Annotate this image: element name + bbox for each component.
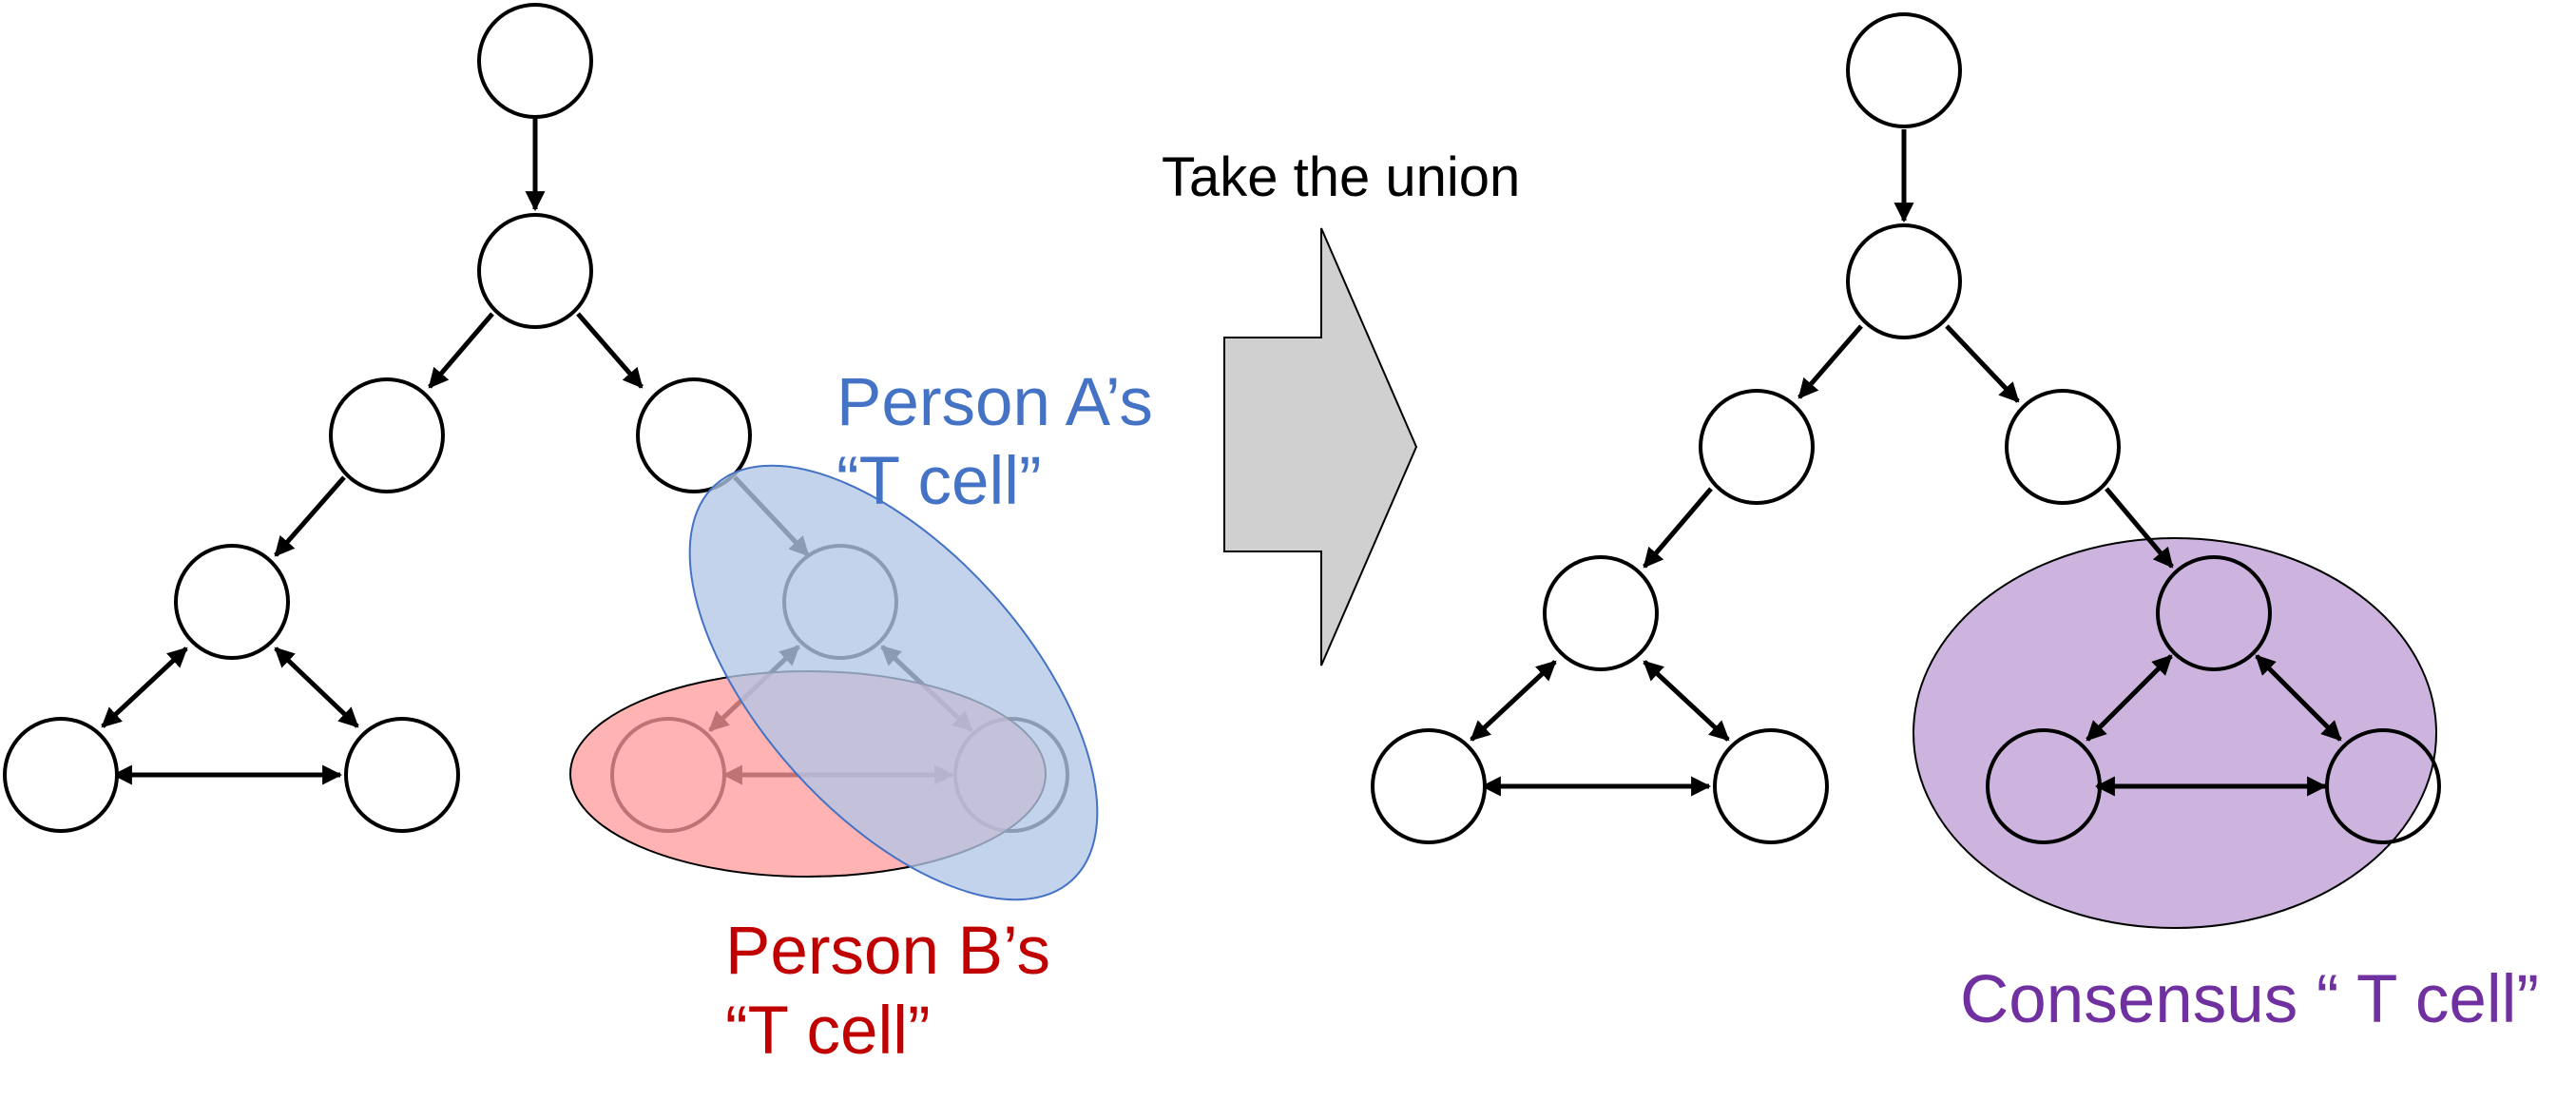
node-triangle-right: [344, 717, 460, 833]
edge-r-right-to-tcell-top: [2105, 487, 2174, 569]
edge-triangle-top-to-left: [101, 647, 188, 728]
edge-left-to-triangle-top: [274, 475, 346, 557]
edge-triangle-top-to-right: [274, 647, 359, 728]
node-mid: [477, 213, 593, 329]
node-triangle-top: [174, 544, 290, 660]
node-r-tcell-right: [2325, 728, 2441, 844]
right-graph: [1371, 12, 2441, 929]
union-arrow-shape: [1223, 227, 1418, 666]
edge-r-mid-to-right: [1945, 324, 2020, 403]
node-r-mid: [1846, 223, 1962, 339]
edge-r-triangle-top-to-left: [1470, 660, 1557, 742]
node-r-tcell-top: [2156, 555, 2272, 671]
node-left: [329, 377, 445, 493]
edge-r-mid-to-left: [1797, 324, 1863, 399]
edge-mid-to-left: [428, 312, 494, 389]
node-r-triangle-top: [1543, 555, 1659, 671]
node-r-triangle-left: [1371, 728, 1487, 844]
person-a-label-line1: Person A’s: [836, 365, 1153, 440]
take-union-label: Take the union: [1162, 146, 1520, 208]
node-r-root: [1846, 12, 1962, 128]
consensus-ellipse: [1913, 537, 2437, 929]
edge-r-tcell-top-to-left: [2086, 654, 2173, 742]
edge-r-triangle-top-to-right: [1643, 660, 1730, 742]
consensus-label: Consensus “ T cell”: [1960, 962, 2539, 1037]
node-r-right: [2005, 389, 2121, 505]
node-triangle-left: [3, 717, 119, 833]
node-right: [636, 377, 752, 493]
node-r-tcell-left: [1986, 728, 2102, 844]
person-b-label-line1: Person B’s: [725, 914, 1050, 989]
person-b-label-line2: “T cell”: [725, 994, 931, 1069]
edge-mid-to-right: [576, 312, 644, 389]
left-graph: [3, 3, 1099, 901]
node-root: [477, 3, 593, 119]
edge-r-left-to-triangle-top: [1643, 487, 1713, 569]
person-a-label-line2: “T cell”: [836, 444, 1042, 519]
person-a-ellipse: [688, 464, 1099, 901]
edge-r-tcell-top-to-right: [2255, 654, 2342, 742]
node-r-left: [1699, 389, 1815, 505]
node-r-triangle-right: [1713, 728, 1829, 844]
